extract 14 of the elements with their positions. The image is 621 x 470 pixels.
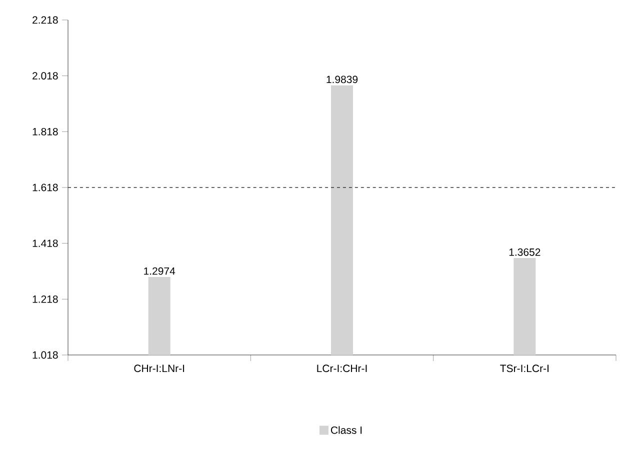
- x-tick-label: CHr-I:LNr-I: [134, 364, 184, 372]
- data-label: 1.2974: [144, 267, 176, 275]
- y-tick-label: 2.218: [32, 16, 58, 24]
- y-tick-label: 1.618: [32, 184, 58, 192]
- x-tick-label: LCr-I:CHr-I: [317, 364, 367, 372]
- y-tick-label: 2.018: [32, 72, 58, 80]
- y-tick-label: 1.818: [32, 128, 58, 136]
- y-tick-label: 1.218: [32, 295, 58, 303]
- data-label: 1.9839: [326, 76, 358, 84]
- data-label: 1.3652: [509, 248, 540, 256]
- y-tick-label: 1.418: [32, 240, 58, 248]
- legend-label: Class I: [330, 426, 362, 434]
- x-tick-label: TSr-I:LCr-I: [500, 364, 548, 372]
- y-tick-label: 1.018: [32, 351, 58, 359]
